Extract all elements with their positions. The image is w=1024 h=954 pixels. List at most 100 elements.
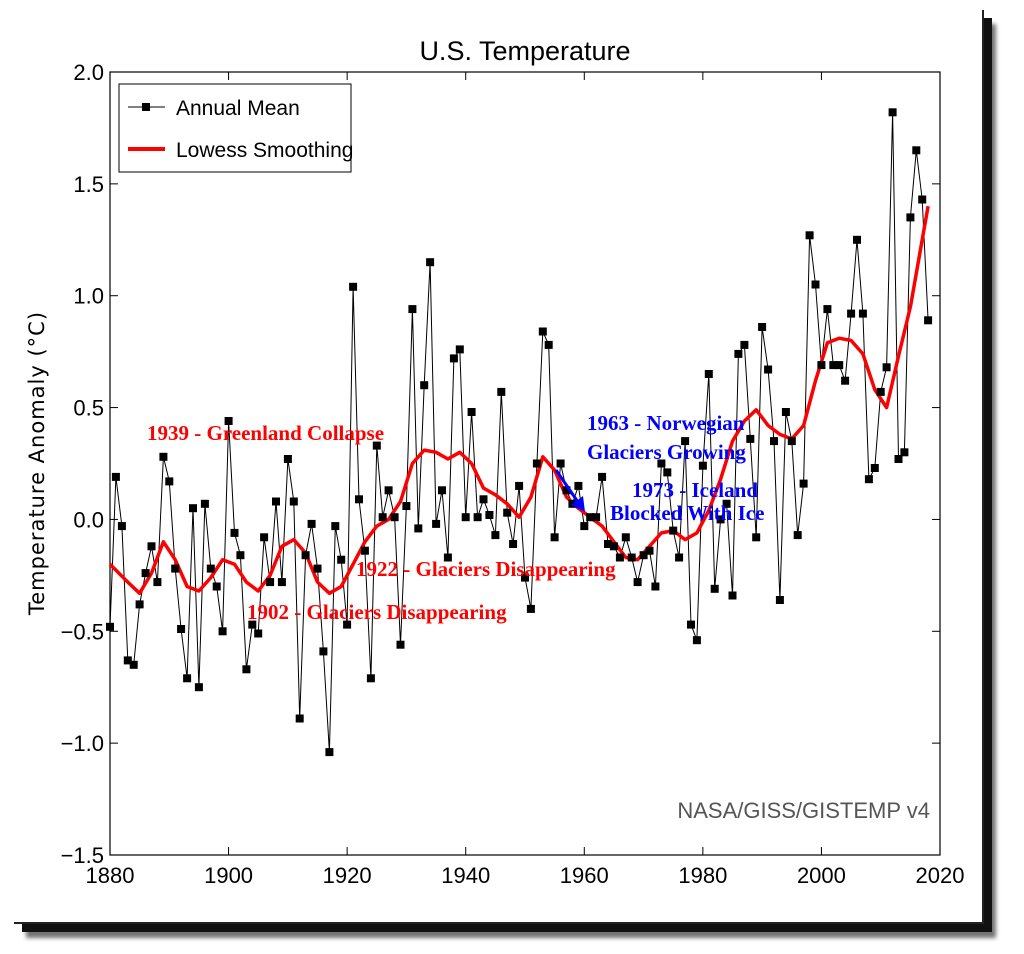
data-point-1979 <box>692 636 701 645</box>
data-point-1945 <box>491 531 500 540</box>
data-point-1887 <box>147 542 156 551</box>
data-point-1997 <box>799 479 808 488</box>
y-tick-label: −0.5 <box>61 619 104 644</box>
annotation-arrow <box>554 469 582 506</box>
data-point-1944 <box>485 511 494 519</box>
data-point-2001 <box>823 305 832 314</box>
data-point-1901 <box>230 528 239 537</box>
data-point-1922 <box>355 495 363 504</box>
x-tick-label: 1980 <box>678 863 727 888</box>
data-point-1962 <box>592 513 601 522</box>
data-point-1888 <box>153 578 162 587</box>
data-point-1931 <box>408 305 417 314</box>
data-point-1995 <box>787 437 796 446</box>
data-point-1947 <box>503 508 512 517</box>
data-point-1886 <box>141 569 150 578</box>
chart-title: U.S. Temperature <box>419 36 630 66</box>
data-point-2011 <box>882 363 891 372</box>
y-tick-label: 1.5 <box>73 172 104 197</box>
data-point-1946 <box>497 387 506 396</box>
data-point-2008 <box>864 475 873 484</box>
data-point-1993 <box>775 596 784 604</box>
data-point-1894 <box>189 504 197 513</box>
data-point-1921 <box>349 282 358 291</box>
data-point-1940 <box>461 513 470 522</box>
axis-ticks: 1880 1900 1920 1940 1960 1980 2000 2020 −1.5 −1.0… <box>61 60 965 888</box>
data-point-1935 <box>432 519 441 528</box>
data-point-1882 <box>117 522 126 531</box>
data-point-1999 <box>811 280 820 289</box>
data-point-1964 <box>604 540 612 548</box>
data-point-1960 <box>580 522 589 531</box>
x-tick-label: 2000 <box>797 863 846 888</box>
data-point-1906 <box>260 533 269 542</box>
data-point-1927 <box>384 486 393 495</box>
data-point-2009 <box>870 464 879 472</box>
data-point-1969 <box>633 578 642 587</box>
data-point-1963 <box>598 472 607 481</box>
data-point-1968 <box>627 553 636 562</box>
annotation-1973-line1: 1973 - Iceland <box>632 478 758 502</box>
legend: Annual Mean Lowess Smoothing <box>118 83 353 173</box>
data-point-1889 <box>159 452 168 461</box>
data-point-1932 <box>414 524 423 533</box>
data-point-1970 <box>639 551 648 560</box>
data-point-1918 <box>331 522 340 531</box>
data-point-1895 <box>194 683 203 692</box>
data-point-1980 <box>698 461 707 470</box>
data-point-1885 <box>135 600 144 609</box>
legend-box <box>118 83 352 173</box>
data-point-1981 <box>704 370 713 378</box>
data-point-1990 <box>758 323 767 331</box>
data-point-2002 <box>829 361 838 370</box>
data-point-1983 <box>716 515 725 524</box>
x-tick-label: 2020 <box>916 863 965 888</box>
data-point-1900 <box>224 417 233 425</box>
legend-annual-marker <box>142 103 150 111</box>
annotation-1922: 1922 - Glaciers Disappearing <box>356 557 616 581</box>
data-point-1909 <box>277 578 286 587</box>
data-point-1905 <box>254 629 263 638</box>
data-point-1966 <box>615 553 624 562</box>
data-point-1938 <box>449 354 458 363</box>
data-point-1929 <box>396 640 405 649</box>
data-point-1941 <box>467 408 476 416</box>
data-point-1950 <box>521 573 529 582</box>
data-point-2017 <box>918 195 927 204</box>
data-point-1884 <box>129 660 138 669</box>
data-point-2006 <box>853 235 861 244</box>
data-point-1926 <box>378 513 387 522</box>
data-point-1910 <box>283 455 292 463</box>
y-tick-label: 2.0 <box>73 60 104 85</box>
data-point-2014 <box>900 448 909 457</box>
data-point-1971 <box>645 546 654 555</box>
data-point-1948 <box>509 540 518 548</box>
data-point-1951 <box>526 604 535 613</box>
data-point-1952 <box>532 459 541 468</box>
data-point-1936 <box>438 486 446 495</box>
data-point-1965 <box>609 542 618 551</box>
data-point-1984 <box>722 499 731 508</box>
data-point-1967 <box>621 533 630 542</box>
y-tick-label: −1.5 <box>61 843 104 868</box>
data-point-1986 <box>734 349 743 358</box>
annotation-1963-line1: 1963 - Norwegian <box>587 411 745 435</box>
data-point-1992 <box>770 437 778 446</box>
data-point-1985 <box>728 591 737 600</box>
data-point-1916 <box>319 647 328 656</box>
data-point-1933 <box>420 381 429 390</box>
data-point-1880 <box>106 622 114 631</box>
y-tick-label: −1.0 <box>61 731 104 756</box>
data-point-2016 <box>912 146 921 155</box>
data-point-2004 <box>841 376 850 385</box>
data-point-1915 <box>313 564 322 573</box>
data-point-2013 <box>894 455 903 463</box>
data-point-1912 <box>295 714 304 723</box>
data-point-1923 <box>360 546 369 555</box>
x-tick-label: 1960 <box>560 863 609 888</box>
annotation-1939: 1939 - Greenland Collapse <box>147 421 384 445</box>
x-tick-label: 1880 <box>86 863 135 888</box>
y-tick-label: 0.0 <box>73 507 104 532</box>
data-point-1988 <box>746 434 755 443</box>
